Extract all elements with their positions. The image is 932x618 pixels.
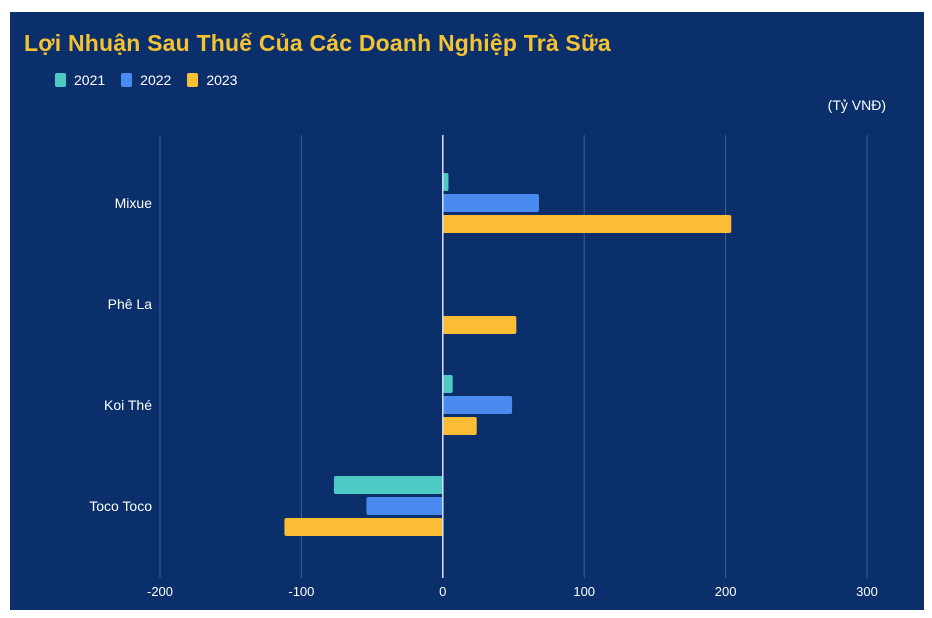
bar-2021-mixue (442, 173, 449, 191)
legend: 2021 2022 2023 (55, 72, 237, 88)
category-label: Koi Thé (104, 397, 152, 413)
legend-item-2023: 2023 (187, 72, 237, 88)
x-tick-label: 100 (573, 584, 595, 599)
x-tick-label: 300 (856, 584, 878, 599)
legend-label: 2021 (74, 72, 106, 88)
x-tick-label: 200 (715, 584, 737, 599)
legend-swatch (187, 73, 199, 87)
bar-2023-toco-toco (284, 518, 443, 536)
x-tick-label: -200 (147, 584, 173, 599)
legend-label: 2022 (140, 72, 172, 88)
bar-2022-koi-thé (442, 396, 513, 414)
legend-label: 2023 (206, 72, 238, 88)
bar-2023-phê-la (442, 316, 517, 334)
bar-2021-toco-toco (333, 476, 443, 494)
unit-label: (Tỷ VNĐ) (827, 97, 886, 113)
chart-panel (10, 12, 924, 610)
bar-2021-koi-thé (442, 375, 453, 393)
bar-2022-toco-toco (366, 497, 443, 515)
legend-item-2021: 2021 (55, 72, 105, 88)
bar-2022-mixue (442, 194, 539, 212)
bar-2023-mixue (442, 215, 732, 233)
legend-swatch (55, 73, 66, 87)
x-tick-label: -100 (288, 584, 314, 599)
category-label: Phê La (108, 296, 153, 312)
bar-2023-koi-thé (442, 417, 477, 435)
legend-swatch (121, 73, 133, 87)
chart-title: Lợi Nhuận Sau Thuế Của Các Doanh Nghiệp … (24, 30, 611, 56)
legend-item-2022: 2022 (121, 72, 171, 88)
category-label: Mixue (115, 195, 153, 211)
category-label: Toco Toco (89, 498, 152, 514)
x-tick-label: 0 (439, 584, 446, 599)
